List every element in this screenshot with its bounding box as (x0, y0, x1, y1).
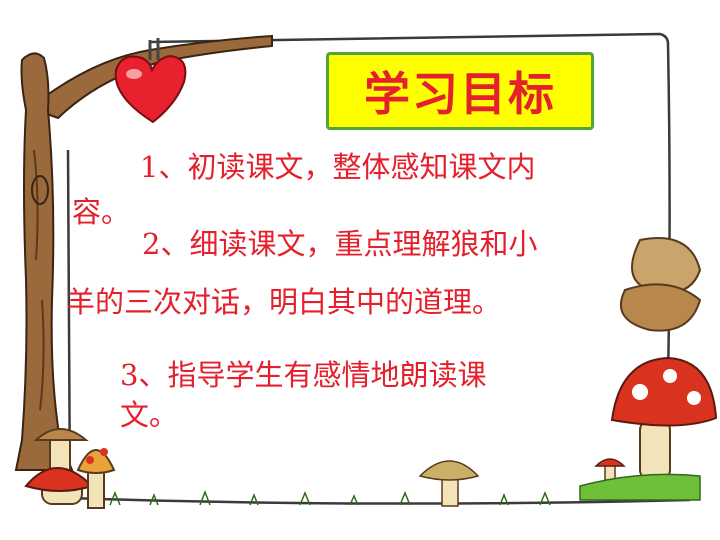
objective-3-line-2: 文。 (120, 398, 179, 432)
mushroom-group-right (579, 356, 718, 501)
tree-trunk (14, 52, 74, 471)
grass-strip (109, 489, 551, 506)
objective-1-line-2: 容。 (72, 195, 131, 229)
heart-icon (114, 38, 187, 124)
objective-2-line-2: 羊的三次对话，明白其中的道理。 (66, 285, 502, 319)
mushroom-center (418, 460, 480, 507)
objective-1-line-1: 1、初读课文，整体感知课文内 (140, 150, 536, 184)
title-banner: 学习目标 (326, 52, 594, 130)
objective-3-line-1: 3、指导学生有感情地朗读课 (120, 358, 487, 392)
plant-illustration (620, 237, 702, 332)
page-title: 学习目标 (364, 67, 556, 121)
mushroom-group-left (24, 428, 116, 509)
objective-2-line-1: 2、细读课文，重点理解狼和小 (142, 227, 538, 261)
